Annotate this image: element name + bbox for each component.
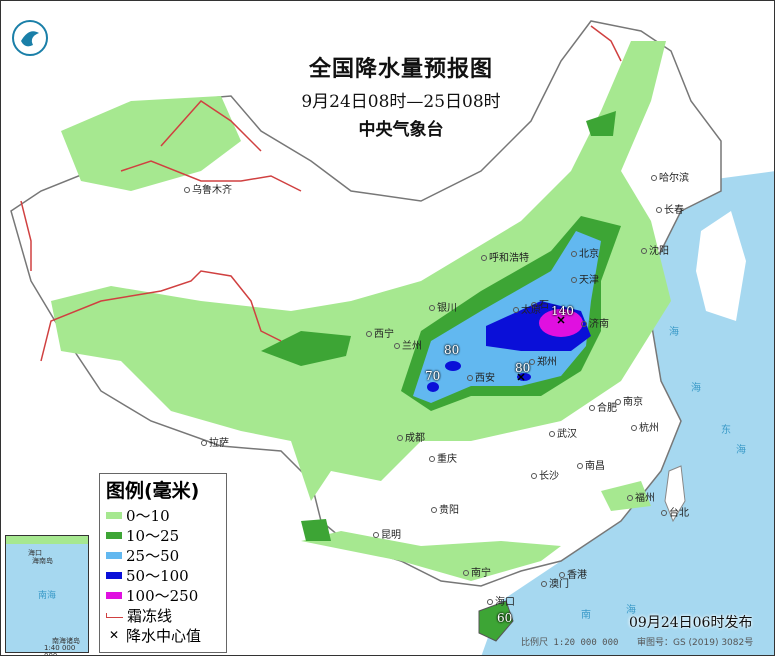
- city-label: 南宁: [463, 564, 491, 579]
- sea-label: 海: [736, 445, 746, 456]
- frost-line-icon: [106, 612, 123, 618]
- city-label: 济南: [581, 315, 609, 330]
- inset-label: 海南岛: [32, 557, 53, 565]
- city-label: 贵阳: [431, 501, 459, 516]
- city-label: 昆明: [373, 526, 401, 541]
- cma-logo-icon: [12, 20, 48, 56]
- legend-item: ✕ 降水中心值: [106, 625, 220, 645]
- city-label: 台北: [661, 504, 689, 519]
- city-label: 石: [531, 296, 549, 311]
- legend-item: 100～250: [106, 585, 220, 605]
- city-label: 乌鲁木齐: [184, 181, 232, 196]
- sea-label: 海: [691, 383, 701, 394]
- sea-label: 海: [669, 327, 679, 338]
- city-label: 西宁: [366, 325, 394, 340]
- center-value: 60: [497, 611, 513, 625]
- rain-100-250: [539, 309, 583, 337]
- publish-time: 09月24日06时发布: [629, 615, 753, 631]
- city-label: 海口: [487, 593, 515, 608]
- inset-label: 海口: [28, 549, 42, 557]
- city-label: 天津: [571, 271, 599, 286]
- city-label: 南京: [615, 393, 643, 408]
- city-label: 郑州: [529, 353, 557, 368]
- forecast-period: 9月24日08时—25日08时: [301, 92, 501, 112]
- inset-sea: 南海: [38, 591, 57, 601]
- legend-item: 霜冻线: [106, 605, 220, 625]
- city-label: 西安: [467, 369, 495, 384]
- legend: 图例(毫米) 0～10 10～25 25～50 50～100 100～250 霜…: [99, 473, 227, 653]
- city-label: 北京: [571, 245, 599, 260]
- city-label: 武汉: [549, 425, 577, 440]
- city-label: 兰州: [394, 337, 422, 352]
- legend-item: 50～100: [106, 565, 220, 585]
- issuer: 中央气象台: [358, 120, 444, 140]
- legend-item: 25～50: [106, 545, 220, 565]
- map-title: 全国降水量预报图: [308, 57, 493, 82]
- city-label: 重庆: [429, 450, 457, 465]
- city-label: 杭州: [631, 419, 659, 434]
- city-label: 银川: [429, 299, 457, 314]
- sea-label: 海: [626, 605, 636, 616]
- ocean: [481, 171, 774, 655]
- center-value: 80: [444, 343, 460, 357]
- legend-item: 0～10: [106, 505, 220, 525]
- city-label: 哈尔滨: [651, 169, 689, 184]
- center-marks: [517, 316, 565, 381]
- legend-title: 图例(毫米): [106, 480, 200, 502]
- korea: [696, 211, 746, 321]
- city-label: 南昌: [577, 457, 605, 472]
- center-value: 140: [551, 304, 574, 318]
- city-label: 成都: [397, 429, 425, 444]
- city-label: 澳门: [541, 575, 569, 590]
- legend-item: 10～25: [106, 525, 220, 545]
- inset-scale: 1:40 000 000: [44, 644, 76, 656]
- map-scale: 比例尺 1:20 000 000: [521, 638, 619, 648]
- city-label: 拉萨: [201, 434, 229, 449]
- south-china-sea-inset: 海口 海南岛 南海 南海诸岛 1:40 000 000: [5, 535, 89, 656]
- sea-label: 东: [721, 425, 731, 436]
- city-label: 沈阳: [641, 242, 669, 257]
- city-label: 福州: [627, 489, 655, 504]
- center-value: 80: [515, 361, 531, 375]
- cross-icon: ✕: [108, 628, 120, 642]
- center-value: 70: [425, 369, 441, 383]
- city-label: 长沙: [531, 467, 559, 482]
- city-label: 香港: [559, 566, 587, 581]
- city-label: 呼和浩特: [481, 249, 529, 264]
- city-label: 太原: [513, 301, 541, 316]
- city-label: 长春: [656, 201, 684, 216]
- city-label: 合肥: [589, 399, 617, 414]
- review-number: 审图号：GS (2019) 3082号: [637, 638, 754, 648]
- inset-islands: 南海诸岛: [52, 637, 80, 645]
- sea-label: 南: [581, 610, 591, 621]
